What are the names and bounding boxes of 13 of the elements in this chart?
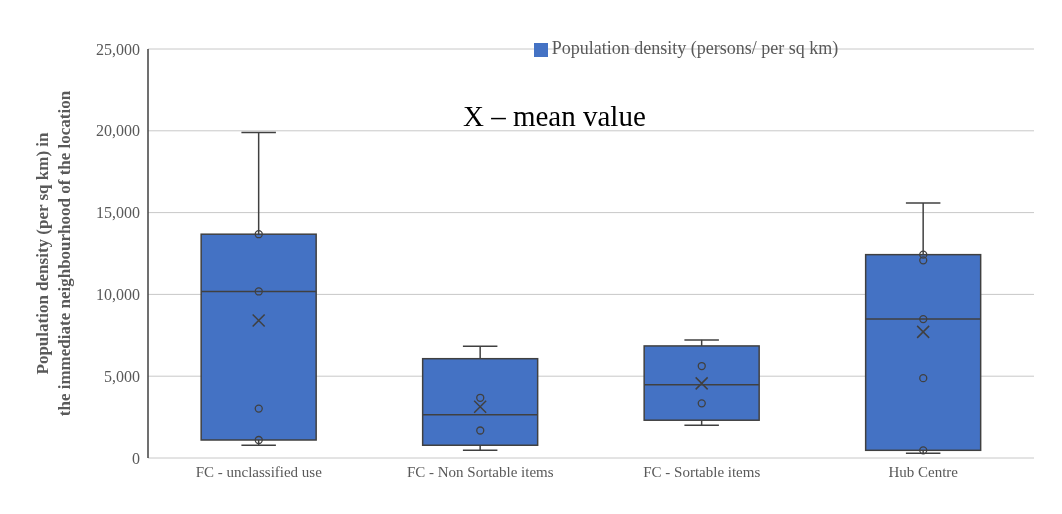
y-tick-label: 0 <box>132 449 140 467</box>
x-tick-label: FC - unclassified use <box>195 463 323 480</box>
y-tick-label: 5,000 <box>104 367 140 385</box>
annotation: X – mean value <box>463 100 646 133</box>
x-tick-label: FC - Sortable items <box>643 463 761 480</box>
x-tick-label: Hub Centre <box>888 463 959 480</box>
y-tick-label: 25,000 <box>96 40 140 58</box>
x-tick-label: FC - Non Sortable items <box>406 463 554 480</box>
y-axis-title: Population density (per sq km) in the immediate neighbourhood of the location <box>33 90 74 417</box>
y-tick-label: 20,000 <box>96 122 140 140</box>
y-tick-label: 15,000 <box>96 204 140 222</box>
y-tick-label: 10,000 <box>96 286 140 304</box>
legend-label: Population density (persons/ per sq km) <box>551 38 839 58</box>
